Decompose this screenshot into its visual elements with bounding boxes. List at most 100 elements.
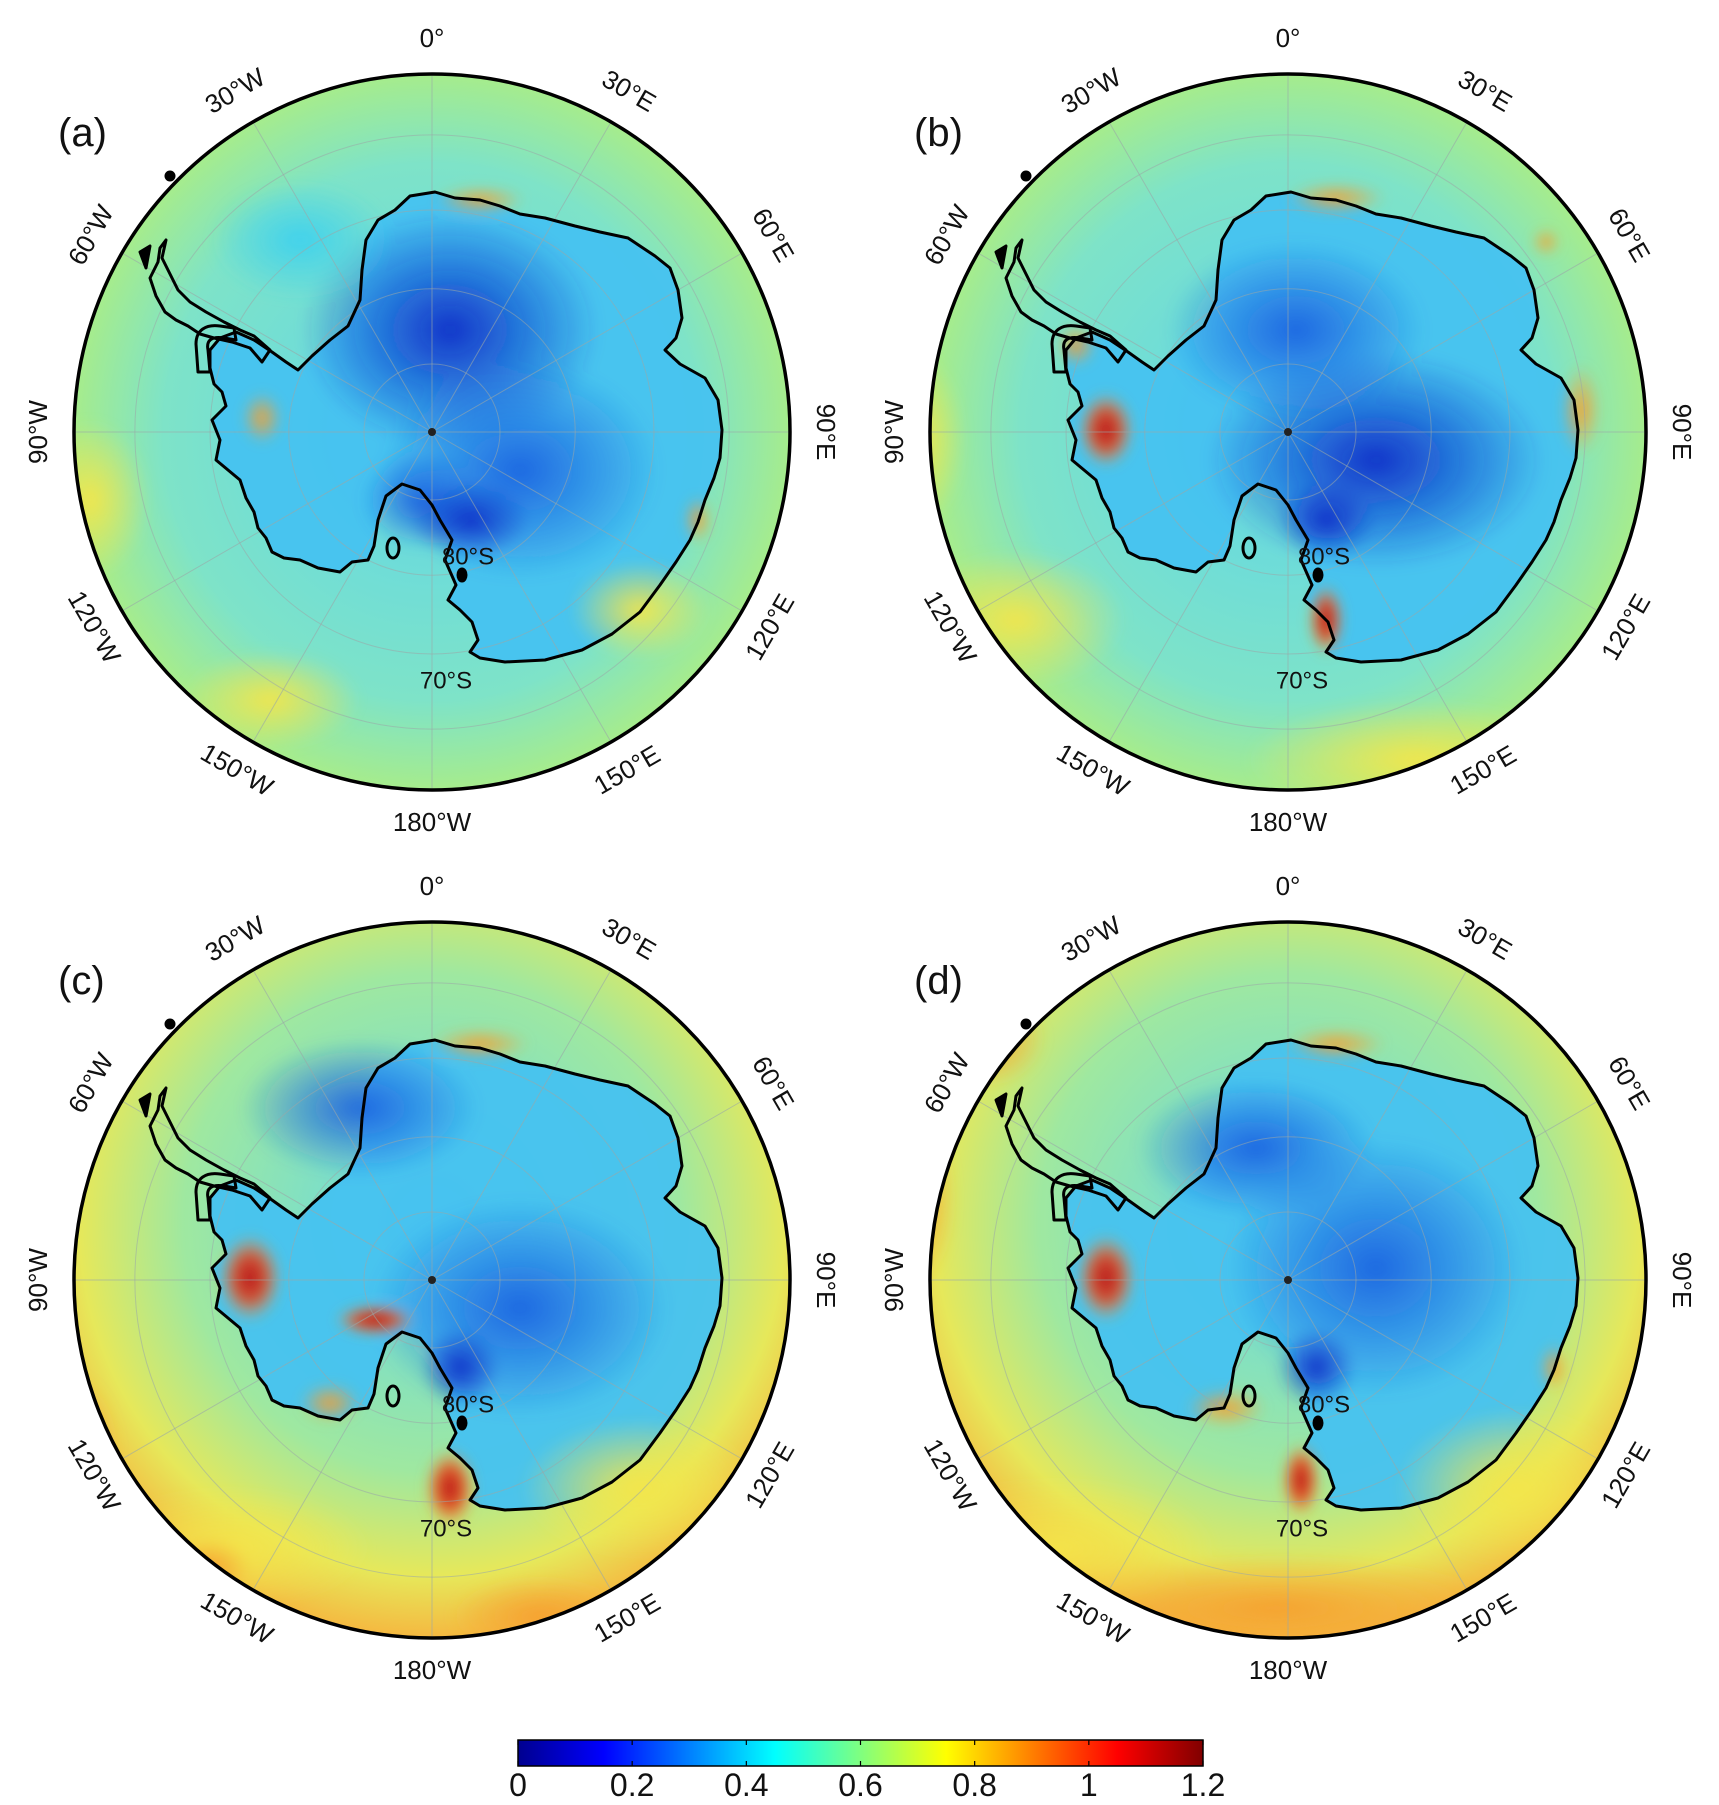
island-outline [994, 1092, 1008, 1118]
longitude-label: 30°W [200, 909, 271, 967]
anomaly-blob [930, 350, 966, 530]
anomaly-blob [180, 650, 360, 750]
island-outline [1020, 170, 1032, 182]
longitude-label: 90°W [23, 400, 53, 464]
map-panels: 0°30°E60°E90°E120°E150°E180°W150°W120°W9… [23, 23, 1697, 1685]
coastline [994, 170, 1580, 664]
longitude-label: 30°E [1453, 912, 1517, 966]
anomaly-blob [1076, 1234, 1136, 1322]
anomaly-blob [930, 1478, 1216, 1618]
parallel-circle [1144, 1136, 1432, 1424]
longitude-label: 0° [1276, 871, 1301, 901]
panel-label: (c) [58, 959, 105, 1003]
panel-label: (d) [914, 959, 963, 1003]
longitude-label: 0° [420, 23, 445, 53]
meridian-line [431, 431, 612, 743]
island-outline [164, 1018, 176, 1030]
panel-label: (a) [58, 111, 107, 155]
meridian-line [252, 121, 433, 433]
anomaly-blob [1246, 700, 1586, 790]
island-outline [994, 244, 1008, 270]
peninsula-coastline [148, 1086, 272, 1212]
meridian-line [431, 431, 743, 612]
latitude-label: 70°S [1276, 667, 1328, 694]
anomaly-blob [240, 1038, 480, 1178]
graticule [930, 74, 1646, 790]
longitude-label: 90°E [1667, 404, 1697, 461]
longitude-label: 0° [1276, 23, 1301, 53]
map-border [928, 72, 1648, 792]
longitude-label: 180°W [1249, 1655, 1328, 1685]
colorbar-tick-label: 0.4 [724, 1767, 768, 1803]
colorbar-tick-label: 1 [1080, 1767, 1098, 1803]
anomaly-blob [1078, 392, 1134, 468]
island-outline [456, 567, 468, 583]
ice-shelf-outline [194, 324, 238, 374]
meridian-line [1287, 431, 1599, 612]
anomaly-blob [1286, 1028, 1386, 1060]
longitude-label: 30°E [597, 64, 661, 118]
parallel-circle [288, 1136, 576, 1424]
parallel-circle [209, 1057, 655, 1503]
parallel-circle [1144, 288, 1432, 576]
longitude-label: 60°E [746, 1051, 800, 1115]
meridian-line [121, 1279, 433, 1460]
longitude-label: 30°W [1056, 909, 1127, 967]
island-outline [1020, 1018, 1032, 1030]
longitude-label: 30°E [1453, 64, 1517, 118]
parallel-circle [363, 1211, 501, 1349]
meridian-line [977, 431, 1289, 612]
parallel-circle [209, 209, 655, 655]
anomaly-blob [218, 1234, 282, 1322]
anomaly-blob [1286, 182, 1386, 214]
island-outline [1312, 1415, 1324, 1431]
longitude-label: 90°E [811, 404, 841, 461]
longitude-label: 90°W [879, 400, 909, 464]
continent-coastline [208, 190, 724, 664]
ice-shelf-outline [194, 1172, 238, 1222]
peninsula-coastline [1004, 1086, 1128, 1212]
meridian-line [1287, 1279, 1599, 1460]
meridian-line [1287, 431, 1468, 743]
colorbar-tick-label: 0.6 [838, 1767, 882, 1803]
longitude-label: 90°W [879, 1248, 909, 1312]
map-panel-a: 0°30°E60°E90°E120°E150°E180°W150°W120°W9… [23, 23, 841, 837]
meridian-line [1287, 1100, 1599, 1281]
longitude-label: 60°W [918, 1047, 976, 1118]
colorbar-tick-label: 0.8 [952, 1767, 996, 1803]
graticule [930, 922, 1646, 1638]
meridian-line [121, 431, 433, 612]
continent-coastline [1064, 190, 1580, 664]
longitude-label: 60°W [62, 1047, 120, 1118]
latitude-label: 80°S [1298, 1391, 1350, 1418]
meridian-line [431, 252, 743, 433]
island-outline [385, 536, 401, 560]
longitude-label: 30°W [200, 61, 271, 119]
latitude-label: 80°S [442, 1391, 494, 1418]
parallel-circle [288, 288, 576, 576]
longitude-label: 60°E [746, 203, 800, 267]
island-outline [138, 244, 152, 270]
longitude-label: 60°W [918, 199, 976, 270]
island-outline [138, 1092, 152, 1118]
meridian-line [1287, 1279, 1468, 1591]
meridian-line [431, 1279, 612, 1591]
map-panel-b: 0°30°E60°E90°E120°E150°E180°W150°W120°W9… [879, 23, 1697, 837]
peninsula-coastline [1004, 238, 1128, 364]
longitude-label: 30°W [1056, 61, 1127, 119]
latitude-label: 80°S [1298, 543, 1350, 570]
parallel-circle [363, 363, 501, 501]
anomaly-blob [1532, 228, 1560, 256]
continent-coastline [1064, 1038, 1580, 1512]
panel-label: (b) [914, 111, 963, 155]
ice-shelf-outline [1050, 1172, 1094, 1222]
parallel-circle [990, 134, 1586, 730]
map-border [72, 72, 792, 792]
south-pole-marker [428, 428, 436, 436]
colorbar: 0 0.2 0.4 0.6 0.8 1 1.2 [509, 1739, 1225, 1803]
latitude-label: 70°S [1276, 1515, 1328, 1542]
parallel-circle [134, 134, 730, 730]
colorbar-ticks: 0 0.2 0.4 0.6 0.8 1 1.2 [509, 1740, 1225, 1803]
latitude-labels: 80°S 70°S [1276, 543, 1350, 694]
longitude-label: 60°W [62, 199, 120, 270]
